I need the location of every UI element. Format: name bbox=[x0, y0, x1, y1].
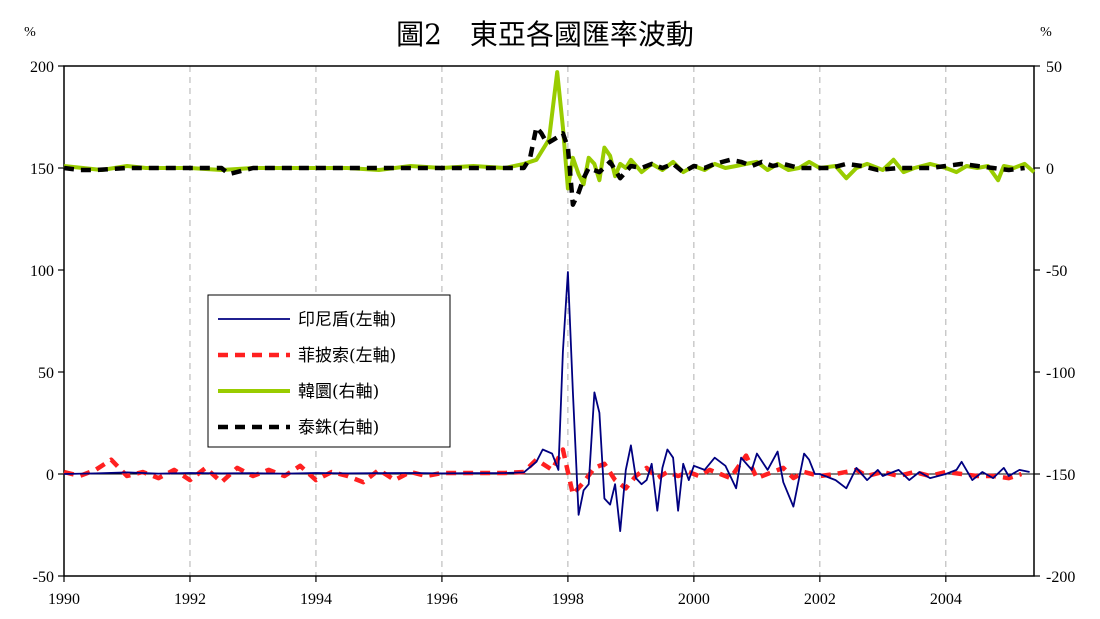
legend-label: 泰銖(右軸) bbox=[298, 418, 379, 438]
left-tick-label: 0 bbox=[46, 467, 54, 484]
x-tick-label: 1992 bbox=[174, 591, 206, 608]
x-tick-label: 1990 bbox=[48, 591, 80, 608]
left-axis-unit: % bbox=[24, 25, 36, 40]
left-tick-label: -50 bbox=[33, 569, 54, 586]
plot-area bbox=[63, 65, 1035, 577]
x-tick-label: 1998 bbox=[552, 591, 584, 608]
series-line-1 bbox=[63, 271, 1030, 532]
left-axis: 200 150 100 50 0 -50 bbox=[30, 59, 64, 586]
right-tick-label: -100 bbox=[1046, 365, 1075, 382]
series-line-4 bbox=[63, 124, 1025, 207]
x-tick-label: 2004 bbox=[930, 591, 962, 608]
right-tick-label: -50 bbox=[1046, 263, 1067, 280]
legend-box bbox=[207, 294, 451, 448]
x-tick-label: 2002 bbox=[804, 591, 836, 608]
right-tick-label: -200 bbox=[1046, 569, 1075, 586]
legend-label: 菲披索(左軸) bbox=[298, 346, 396, 366]
left-tick-label: 150 bbox=[30, 161, 54, 178]
right-tick-label: 0 bbox=[1046, 161, 1054, 178]
right-tick-label: 50 bbox=[1046, 59, 1062, 76]
x-tick-label: 1994 bbox=[300, 591, 332, 608]
left-tick-label: 50 bbox=[38, 365, 54, 382]
right-axis-unit: % bbox=[1040, 25, 1052, 40]
legend: 印尼盾(左軸) 菲披索(左軸) 韓圜(右軸) 泰銖(右軸) bbox=[207, 294, 451, 448]
left-tick-label: 200 bbox=[30, 59, 54, 76]
legend-label: 韓圜(右軸) bbox=[298, 382, 379, 402]
right-axis: 50 0 -50 -100 -150 -200 bbox=[1034, 59, 1075, 586]
series-line-2 bbox=[63, 447, 1023, 497]
x-tick-label: 2000 bbox=[678, 591, 710, 608]
legend-label: 印尼盾(左軸) bbox=[298, 310, 396, 330]
left-tick-label: 100 bbox=[30, 263, 54, 280]
x-tick-label: 1996 bbox=[426, 591, 458, 608]
right-tick-label: -150 bbox=[1046, 467, 1075, 484]
series-layer bbox=[63, 70, 1036, 532]
x-axis: 1990 1992 1994 1996 1998 2000 2002 2004 bbox=[48, 576, 962, 608]
chart-title: 圖2 東亞各國匯率波動 bbox=[396, 18, 694, 51]
